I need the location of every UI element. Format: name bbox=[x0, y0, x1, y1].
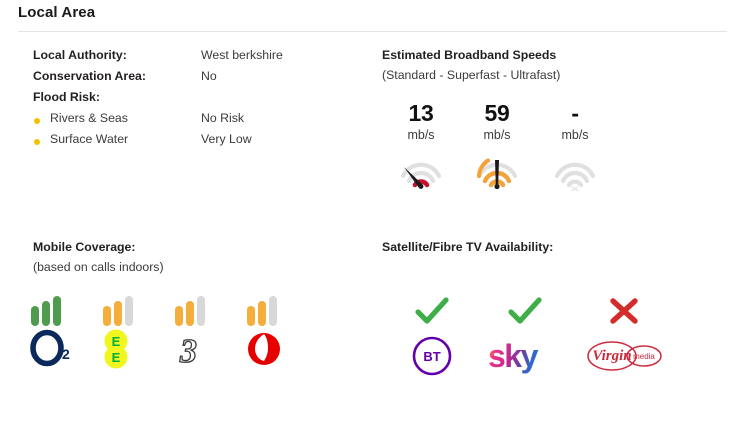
tv-provider-sky: sky Sky bbox=[471, 290, 579, 380]
broadband-tier-superfast: 59 mb/s bbox=[458, 100, 536, 194]
svg-text:2: 2 bbox=[62, 346, 70, 362]
vodafone-logo bbox=[242, 326, 314, 372]
check-icon bbox=[378, 290, 486, 332]
ee-logo: E E bbox=[98, 326, 170, 372]
svg-text:E: E bbox=[112, 350, 121, 365]
o2-logo: 2 bbox=[26, 326, 98, 372]
broadband-title: Estimated Broadband Speeds bbox=[382, 48, 557, 62]
svg-text:3: 3 bbox=[179, 333, 197, 370]
broadband-tier-standard: 13 mb/s bbox=[382, 100, 460, 194]
signal-bars-icon bbox=[242, 292, 314, 326]
info-label: Conservation Area: bbox=[33, 69, 146, 83]
signal-bars-icon bbox=[170, 292, 242, 326]
wifi-gauge-low-icon bbox=[382, 154, 460, 194]
tv-provider-grid: BT BT bbox=[378, 290, 718, 395]
info-label: Flood Risk: bbox=[33, 90, 100, 104]
carrier-name: Three bbox=[206, 372, 207, 373]
tv-provider-name: Sky bbox=[525, 380, 526, 381]
three-logo: 3 bbox=[170, 326, 242, 372]
tv-availability-title: Satellite/Fibre TV Availability: bbox=[382, 240, 554, 254]
broadband-speeds: 13 mb/s 59 mb/s bbox=[382, 100, 712, 200]
broadband-speed-unit: mb/s bbox=[483, 128, 511, 142]
info-row-conservation-area: Conservation Area: No bbox=[33, 69, 373, 90]
info-row-flood-risk: Flood Risk: bbox=[33, 90, 373, 111]
broadband-subtitle: (Standard - Superfast - Ultrafast) bbox=[382, 68, 561, 82]
info-row-rivers-and-seas: Rivers & Seas No Risk bbox=[33, 111, 373, 132]
tv-provider-name: Virgin Media bbox=[624, 380, 625, 381]
svg-text:sky: sky bbox=[488, 338, 539, 374]
mobile-coverage-subtitle: (based on calls indoors) bbox=[33, 260, 164, 274]
signal-bars-icon bbox=[98, 292, 170, 326]
virgin-media-logo: Virgin media bbox=[570, 332, 678, 380]
bullet-icon bbox=[34, 139, 40, 145]
title-divider bbox=[18, 31, 727, 32]
info-label: Surface Water bbox=[50, 132, 129, 146]
page-title: Local Area bbox=[18, 4, 96, 21]
bullet-icon bbox=[34, 118, 40, 124]
svg-text:BT: BT bbox=[423, 349, 440, 364]
wifi-gauge-none-icon bbox=[536, 154, 614, 194]
broadband-speed-value: 59 bbox=[484, 100, 510, 126]
broadband-speed-unit: mb/s bbox=[561, 128, 589, 142]
mobile-coverage-header: Mobile Coverage: (based on calls indoors… bbox=[33, 240, 363, 274]
info-value: No Risk bbox=[201, 111, 245, 125]
carrier-name: EE bbox=[134, 372, 135, 373]
sky-logo: sky bbox=[471, 332, 579, 380]
tv-provider-name: BT bbox=[432, 380, 433, 381]
carrier-three: 3 Three bbox=[170, 292, 242, 372]
svg-text:E: E bbox=[112, 334, 121, 349]
info-row-surface-water: Surface Water Very Low bbox=[33, 132, 373, 153]
carrier-ee: E E EE bbox=[98, 292, 170, 372]
info-value: West berkshire bbox=[201, 48, 283, 62]
carrier-name: O2 bbox=[62, 372, 63, 373]
broadband-speed-value: 13 bbox=[408, 100, 434, 126]
tv-provider-virgin-media: Virgin media Virgin Media bbox=[570, 290, 678, 380]
mobile-coverage-title: Mobile Coverage: bbox=[33, 240, 136, 254]
local-info-list: Local Authority: West berkshire Conserva… bbox=[33, 48, 373, 153]
carrier-vodafone: Vodafone bbox=[242, 292, 314, 372]
info-value: No bbox=[201, 69, 217, 83]
carrier-o2: 2 O2 bbox=[26, 292, 98, 372]
svg-text:media: media bbox=[633, 352, 655, 361]
broadband-speed-unit: mb/s bbox=[407, 128, 435, 142]
info-value: Very Low bbox=[201, 132, 252, 146]
carrier-name: Vodafone bbox=[278, 372, 279, 373]
svg-text:Virgin: Virgin bbox=[592, 348, 631, 364]
broadband-speed-value: - bbox=[571, 100, 579, 126]
mobile-carrier-grid: 2 O2 E E EE bbox=[26, 292, 366, 392]
broadband-header: Estimated Broadband Speeds (Standard - S… bbox=[382, 48, 712, 82]
cross-icon bbox=[570, 290, 678, 332]
signal-bars-icon bbox=[26, 292, 98, 326]
wifi-gauge-mid-icon bbox=[458, 154, 536, 194]
info-label: Local Authority: bbox=[33, 48, 127, 62]
info-label: Rivers & Seas bbox=[50, 111, 128, 125]
bt-logo: BT bbox=[378, 332, 486, 380]
tv-availability-header: Satellite/Fibre TV Availability: bbox=[382, 240, 712, 254]
info-row-local-authority: Local Authority: West berkshire bbox=[33, 48, 373, 69]
check-icon bbox=[471, 290, 579, 332]
broadband-tier-ultrafast: - mb/s bbox=[536, 100, 614, 194]
tv-provider-bt: BT BT bbox=[378, 290, 486, 380]
